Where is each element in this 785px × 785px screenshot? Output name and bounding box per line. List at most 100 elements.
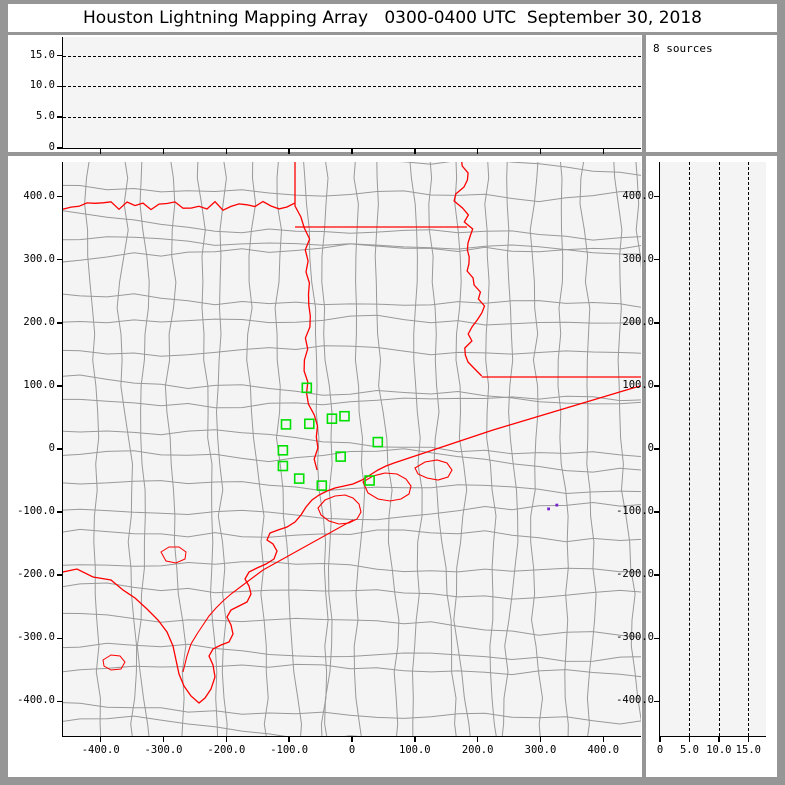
y-tick-label: 300.0: [622, 252, 654, 265]
plan-view-map-panel[interactable]: -400.0 -300.0 -200.0 -100.0 0 100.0 200.0 300.0…: [8, 156, 642, 777]
x-tick: [602, 736, 604, 742]
source-count-label: 8 sources: [653, 42, 713, 55]
y-tick-label: -200.0: [616, 568, 654, 581]
y-tick-label: 0: [48, 141, 55, 153]
lightning-source-marker: [304, 418, 315, 430]
y-tick: [654, 322, 660, 324]
y-tick-label: -100.0: [616, 505, 654, 518]
x-tick: [539, 736, 542, 742]
y-tick-label: 10.0: [29, 79, 55, 92]
y-tick: [57, 54, 63, 57]
x-tick-label: 100.0: [399, 744, 431, 756]
x-tick: [718, 736, 720, 742]
x-tick: [225, 736, 228, 742]
y-tick: [654, 385, 660, 387]
lightning-source-marker: [316, 480, 328, 491]
x-tick: [162, 736, 165, 742]
x-tick-label: 10.0: [706, 744, 732, 756]
gridline-horizontal: [63, 55, 641, 57]
x-tick: [99, 736, 102, 742]
x-tick-label: 200.0: [461, 744, 494, 756]
x-tick-label: -400.0: [81, 744, 120, 756]
y-tick: [57, 85, 63, 88]
x-tick: [99, 148, 102, 154]
map-plot-area[interactable]: [63, 162, 641, 736]
map-geography: [63, 162, 641, 736]
x-tick-label: -300.0: [144, 744, 183, 756]
x-tick: [747, 736, 750, 742]
gridline-horizontal: [63, 86, 641, 88]
lightning-source-marker: [364, 475, 375, 486]
y-tick: [57, 385, 63, 387]
y-tick: [654, 448, 660, 450]
gridline-vertical: [748, 162, 750, 736]
y-tick-label: 100.0: [622, 378, 654, 391]
y-tick: [57, 322, 63, 324]
x-tick-label: 0: [348, 744, 356, 756]
y-tick: [57, 195, 63, 198]
x-tick: [476, 148, 479, 154]
time-height-panel[interactable]: 05.010.015.0-400.0-300.0-200.0-100.00100…: [8, 35, 642, 168]
x-tick-label: 0: [656, 744, 664, 756]
lightning-source-marker: [301, 382, 313, 394]
sources-count-panel: 8 sources: [646, 35, 777, 152]
y-axis-line: [62, 37, 64, 148]
time-height-plot-area[interactable]: [63, 37, 641, 148]
lightning-source-marker: [339, 410, 350, 422]
lightning-source-marker: [372, 436, 384, 448]
x-tick: [225, 148, 228, 154]
y-tick-label: 5.0: [36, 110, 55, 123]
gridline-vertical: [689, 162, 691, 736]
lightning-source-marker: [277, 460, 289, 472]
window-title-bar: Houston Lightning Mapping Array 0300-040…: [8, 4, 777, 32]
x-tick: [602, 148, 604, 154]
y-tick-label: 15.0: [29, 48, 55, 61]
lightning-source-marker: [326, 413, 338, 424]
y-tick-label: 300.0: [23, 252, 55, 265]
y-tick-label: 0: [647, 442, 654, 454]
gridline-vertical: [718, 162, 720, 736]
y-tick: [57, 116, 63, 118]
altitude-projection-panel[interactable]: -400.0 -300.0 -200.0 -100.0 0 100.0 200.0 300.0…: [616, 156, 777, 777]
gridline-horizontal: [63, 117, 641, 119]
y-tick-label: 0: [48, 442, 55, 454]
x-tick-label: 5.0: [679, 744, 699, 756]
y-tick-label: 200.0: [23, 315, 55, 328]
x-axis-line: [659, 736, 766, 738]
y-tick-label: -200.0: [17, 568, 55, 581]
x-tick: [414, 736, 416, 742]
x-tick-label: 300.0: [524, 744, 557, 756]
y-tick-label: -300.0: [17, 631, 55, 644]
lightning-source-marker: [277, 444, 289, 456]
y-tick: [654, 195, 660, 198]
y-tick-label: 200.0: [622, 315, 654, 328]
x-tick-label: -200.0: [207, 744, 246, 756]
y-tick: [57, 448, 63, 450]
lightning-source-marker: [335, 451, 347, 462]
y-tick: [57, 700, 63, 702]
x-tick: [351, 736, 353, 742]
x-tick-label: 15.0: [735, 744, 761, 756]
y-tick-label: -100.0: [17, 505, 55, 518]
y-tick-label: -400.0: [17, 694, 55, 707]
x-tick: [476, 736, 479, 742]
y-tick: [654, 511, 660, 513]
y-tick: [654, 574, 660, 576]
y-tick: [57, 147, 63, 149]
y-tick-label: -300.0: [616, 631, 654, 644]
y-tick: [57, 259, 63, 261]
lightning-source-marker: [293, 473, 305, 484]
y-tick: [654, 637, 660, 639]
x-tick: [162, 148, 165, 154]
y-tick-label: -400.0: [616, 694, 654, 707]
lightning-source-marker: [280, 419, 292, 430]
y-tick-label: 400.0: [23, 189, 55, 202]
y-tick: [57, 574, 63, 576]
x-tick: [351, 148, 353, 154]
x-tick-label: -100.0: [270, 744, 309, 756]
x-tick: [288, 148, 290, 154]
altitude-plot-area[interactable]: [660, 162, 766, 736]
y-tick: [654, 700, 660, 702]
x-tick: [414, 148, 416, 154]
